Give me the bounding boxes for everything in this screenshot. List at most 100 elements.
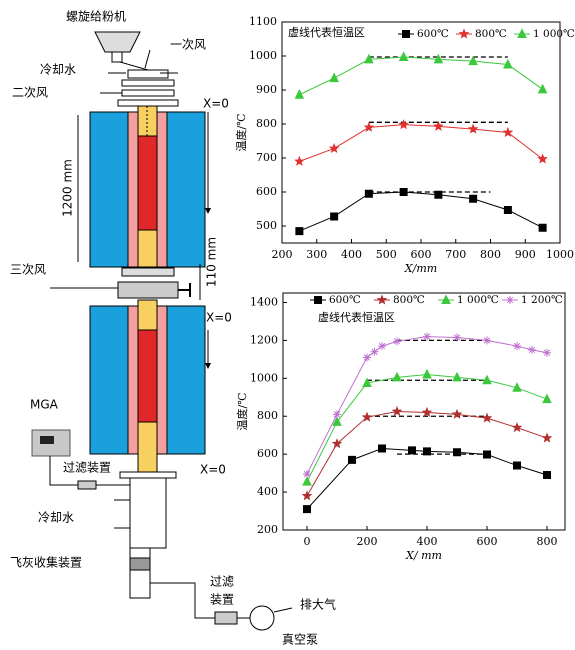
- label: 过滤: [210, 575, 234, 589]
- cooler: [129, 477, 167, 549]
- legend-marker: [517, 28, 527, 38]
- marker: [421, 406, 433, 417]
- heater: [89, 111, 129, 268]
- arrow: [273, 607, 293, 613]
- flange: [127, 69, 169, 79]
- insulation: [137, 299, 158, 331]
- x-tick-label: 0: [304, 535, 311, 548]
- label: 排大气: [300, 597, 336, 612]
- marker: [433, 120, 444, 131]
- marker: [538, 223, 547, 232]
- insulation: [137, 229, 158, 268]
- marker: [469, 194, 478, 203]
- filter: [77, 480, 97, 490]
- legend-label: 600℃: [417, 28, 449, 40]
- y-tick-label: 1000: [250, 371, 278, 384]
- y-tick-label: 1400: [250, 295, 278, 308]
- insulation: [137, 421, 158, 473]
- series-line: [299, 56, 543, 96]
- pipe: [49, 456, 78, 486]
- label: X=0: [203, 97, 229, 111]
- y-tick-label: 800: [256, 117, 277, 130]
- marker: [302, 476, 312, 486]
- legend-label: 800℃: [475, 28, 507, 40]
- x-tick-label: 900: [515, 248, 536, 261]
- y-tick-label: 800: [257, 409, 278, 422]
- y-tick-label: 1000: [249, 49, 277, 62]
- x-tick-label: 400: [341, 248, 362, 261]
- wall: [156, 305, 168, 455]
- marker: [348, 455, 356, 464]
- marker: [543, 348, 551, 357]
- marker: [467, 123, 479, 134]
- marker: [333, 410, 341, 419]
- marker: [363, 353, 371, 362]
- x-tick-label: 800: [480, 248, 501, 261]
- x-tick-label: 600: [477, 535, 498, 548]
- feed-pipe: [119, 61, 149, 71]
- marker: [423, 447, 431, 456]
- x-tick-label: 400: [417, 535, 438, 548]
- label: 冷却水: [40, 63, 76, 77]
- x-tick-label: 700: [445, 248, 466, 261]
- series-line: [306, 336, 548, 475]
- legend-marker: [441, 294, 451, 304]
- marker: [331, 438, 343, 449]
- legend-marker: [506, 296, 514, 304]
- marker: [512, 382, 522, 392]
- analyzer: [31, 429, 71, 457]
- flange: [117, 99, 179, 107]
- legend-marker: [314, 296, 322, 304]
- marker: [303, 470, 311, 479]
- y-tick-label: 1200: [250, 333, 278, 346]
- label: 飞灰收集装置: [10, 555, 82, 570]
- marker: [328, 142, 340, 154]
- marker: [537, 153, 548, 164]
- marker: [378, 444, 386, 453]
- collector: [129, 547, 151, 599]
- plot-frame: [281, 21, 561, 244]
- heater: [166, 305, 206, 455]
- plot-frame: [282, 292, 566, 531]
- y-tick-label: 700: [256, 151, 277, 164]
- heater: [89, 305, 129, 455]
- marker: [483, 450, 491, 459]
- legend-marker: [458, 28, 470, 39]
- marker: [528, 345, 536, 354]
- label: 二次风: [12, 86, 48, 100]
- marker: [513, 342, 521, 351]
- marker: [399, 188, 408, 196]
- marker: [295, 227, 304, 236]
- y-axis-label: 温度/℃: [234, 113, 248, 151]
- marker: [392, 371, 402, 382]
- x-tick-label: 200: [272, 248, 293, 261]
- flange: [119, 471, 177, 479]
- flange: [121, 89, 175, 97]
- y-tick-label: 900: [256, 83, 277, 96]
- marker: [502, 126, 514, 138]
- marker: [332, 416, 342, 426]
- wall: [127, 111, 139, 268]
- series-line: [299, 191, 543, 232]
- pump: [249, 605, 275, 631]
- y-tick-label: 400: [257, 485, 278, 498]
- label: 真空泵: [282, 633, 318, 647]
- marker: [503, 58, 513, 69]
- series-line: [299, 124, 543, 162]
- y-tick-label: 200: [257, 523, 278, 536]
- legend-marker: [402, 30, 410, 38]
- flange: [121, 79, 175, 87]
- y-tick-label: 1100: [249, 15, 277, 28]
- marker: [453, 448, 461, 457]
- heater: [166, 111, 206, 268]
- marker: [361, 411, 373, 422]
- marker: [542, 393, 552, 404]
- marker: [541, 432, 553, 443]
- x-tick-label: 1000: [546, 248, 574, 261]
- legend-marker: [376, 294, 388, 305]
- x-axis-label: X/mm: [404, 262, 437, 275]
- x-tick-label: 300: [306, 248, 327, 261]
- marker: [453, 333, 461, 342]
- annotation: 虚线代表恒温区: [318, 310, 395, 324]
